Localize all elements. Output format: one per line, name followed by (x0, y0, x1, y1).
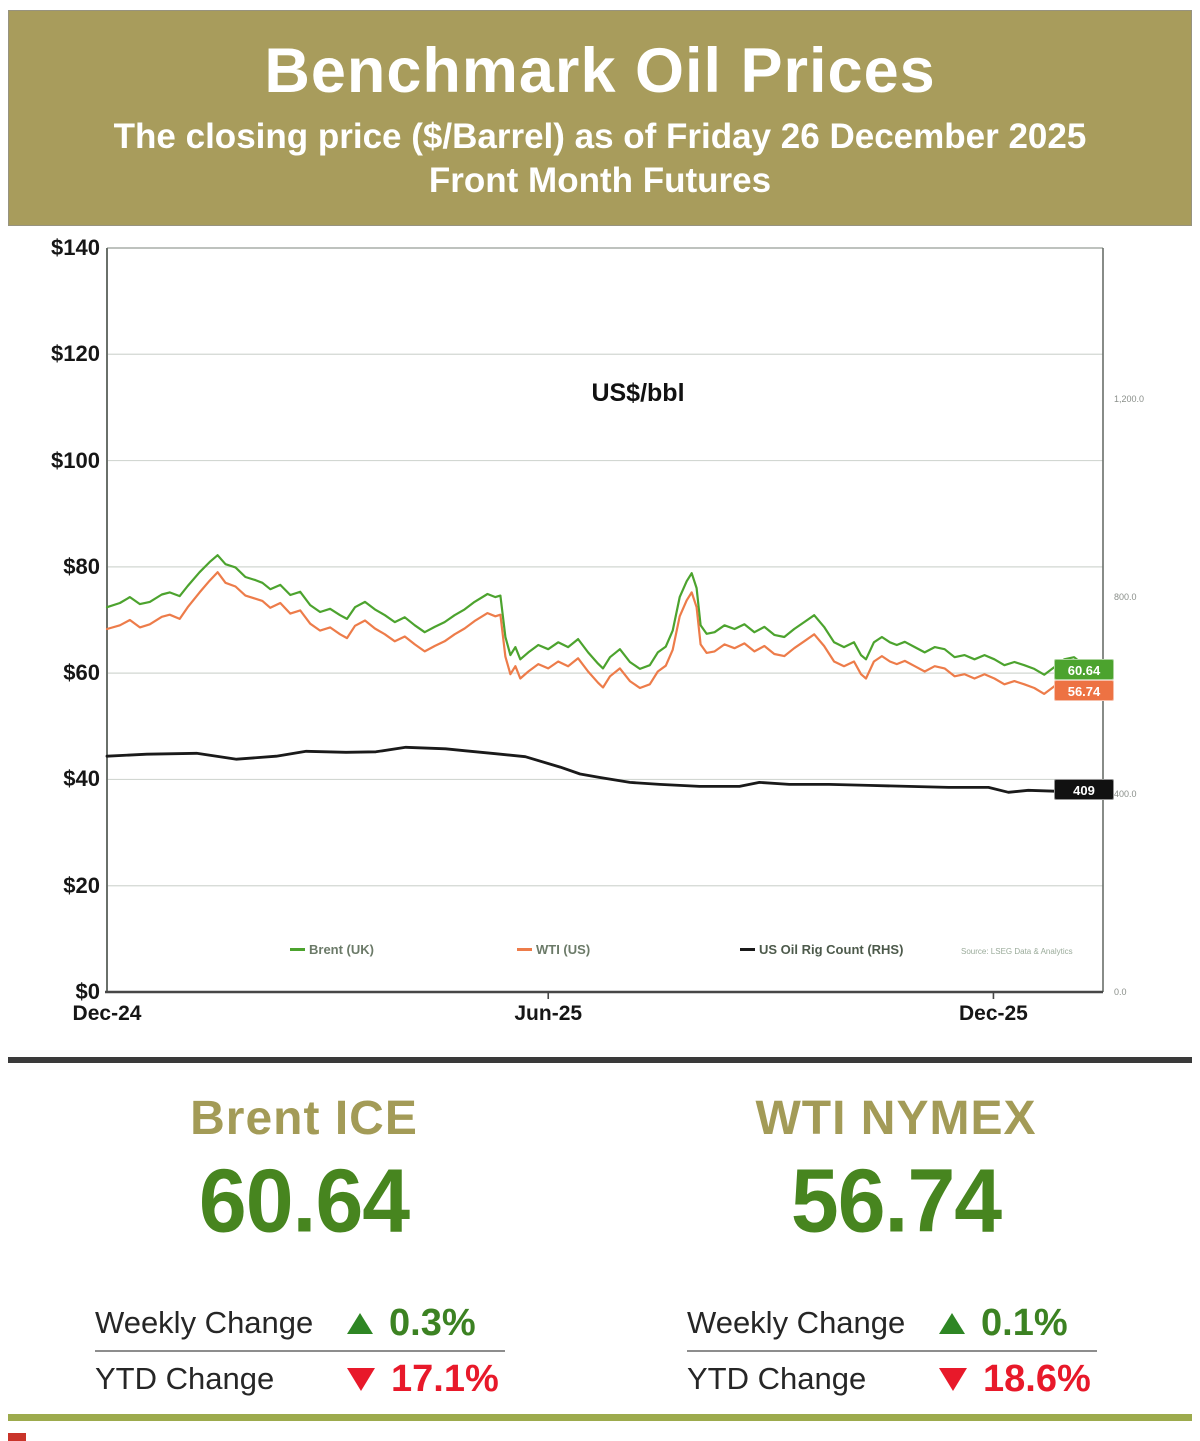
cropped-red-mark (8, 1433, 26, 1441)
y-axis-label: $40 (63, 766, 100, 792)
up-triangle-icon (939, 1312, 965, 1334)
wti-panel: WTI NYMEX 56.74 Weekly Change 0.1% YTD C… (600, 1063, 1192, 1414)
row-divider (95, 1350, 505, 1352)
right-axis-label: 800.0 (1114, 591, 1137, 602)
rig-legend-label: US Oil Rig Count (RHS) (759, 942, 904, 957)
brent-ytd-change-value: 17.1% (391, 1357, 499, 1400)
legend-item-rig-count: US Oil Rig Count (RHS) (740, 942, 903, 957)
rig-legend-swatch-icon (740, 948, 755, 951)
ytd-change-label: YTD Change (95, 1361, 275, 1396)
rig-count-line (105, 745, 1105, 794)
brent-line (105, 554, 1105, 676)
x-axis-label: Dec-24 (72, 1002, 142, 1025)
brent-change-rows: Weekly Change 0.3% YTD Change 17.1% (95, 1301, 505, 1401)
chart-canvas (105, 247, 1105, 999)
row-divider (687, 1350, 1097, 1352)
wti-price-value: 56.74 (790, 1150, 1002, 1252)
weekly-change-label: Weekly Change (687, 1305, 906, 1340)
page-subtitle: The closing price ($/Barrel) as of Frida… (113, 117, 1087, 156)
page-subtitle-2: Front Month Futures (428, 161, 772, 200)
legend-item-wti: WTI (US) (517, 942, 590, 957)
wti-legend-label: WTI (US) (536, 942, 591, 957)
y-axis-label: $140 (51, 235, 100, 260)
wti-weekly-change-row: Weekly Change 0.1% (687, 1301, 1097, 1345)
bottom-border (8, 1414, 1192, 1421)
brent-end-value-badge: 60.64 (1054, 659, 1114, 681)
x-axis-label: Jun-25 (514, 1002, 583, 1025)
section-separator (8, 1057, 1192, 1063)
wti-end-value-badge: 56.74 (1054, 679, 1114, 701)
y-axis-label: $60 (63, 660, 100, 686)
quote-panels: Brent ICE 60.64 Weekly Change 0.3% YTD C… (8, 1063, 1192, 1414)
x-axis-label: Dec-25 (958, 1002, 1028, 1025)
brent-panel-title: Brent ICE (190, 1092, 418, 1145)
wti-panel-title: WTI NYMEX (755, 1092, 1037, 1145)
down-triangle-icon (347, 1367, 375, 1391)
wti-ytd-change-row: YTD Change 18.6% (687, 1357, 1097, 1401)
y-axis-label: $20 (63, 872, 100, 898)
y-axis-label: $80 (63, 553, 100, 579)
oil-price-chart: US$/bbl Brent (UK) WTI (US) US Oil Rig C… (8, 226, 1192, 1057)
ytd-change-label: YTD Change (687, 1361, 867, 1396)
down-triangle-icon (939, 1367, 967, 1391)
chart-title: US$/bbl (591, 379, 685, 407)
right-axis-label: 400.0 (1114, 789, 1137, 800)
brent-ytd-change-row: YTD Change 17.1% (95, 1357, 505, 1401)
brent-price-value: 60.64 (198, 1150, 410, 1252)
page-title: Benchmark Oil Prices (264, 36, 936, 106)
brent-weekly-change-row: Weekly Change 0.3% (95, 1301, 505, 1345)
y-axis-label: $0 (75, 979, 100, 1004)
legend-item-brent: Brent (UK) (290, 942, 374, 957)
y-axis-label: $100 (51, 447, 100, 473)
brent-legend-swatch-icon (290, 948, 305, 951)
right-axis-label: 0.0 (1114, 987, 1127, 997)
brent-legend-label: Brent (UK) (309, 942, 374, 957)
wti-ytd-change-value: 18.6% (983, 1357, 1091, 1400)
wti-legend-swatch-icon (517, 948, 532, 951)
y-axis-label: $120 (51, 341, 100, 367)
wti-line (105, 571, 1105, 696)
brent-weekly-change-value: 0.3% (389, 1301, 476, 1344)
header-band: Benchmark Oil Prices The closing price (… (8, 10, 1192, 226)
weekly-change-label: Weekly Change (95, 1305, 314, 1340)
right-axis-label: 1,200.0 (1114, 393, 1145, 404)
rig-end-value-badge: 409 (1054, 779, 1114, 801)
wti-change-rows: Weekly Change 0.1% YTD Change 18.6% (687, 1301, 1097, 1401)
wti-weekly-change-value: 0.1% (981, 1301, 1068, 1344)
up-triangle-icon (347, 1312, 373, 1334)
source-note: Source: LSEG Data & Analytics (961, 947, 1073, 956)
brent-panel: Brent ICE 60.64 Weekly Change 0.3% YTD C… (8, 1063, 600, 1414)
